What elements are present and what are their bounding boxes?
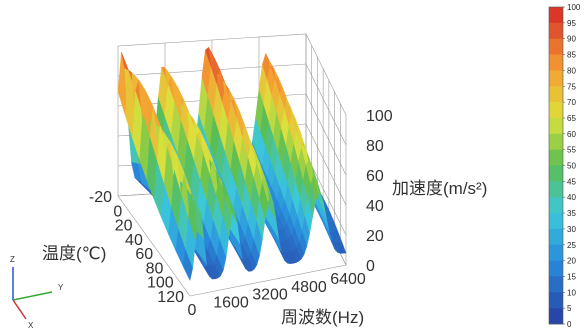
y-tick-label: 100 [147, 275, 174, 292]
y-tick-label: 120 [157, 289, 184, 306]
triad-y-axis [12, 291, 53, 301]
y-tick-label: 60 [135, 246, 153, 263]
x-axis-title: 周波数(Hz) [281, 308, 364, 327]
colorbar-tick-label: 55 [567, 146, 576, 155]
colorbar-tick-label: 50 [567, 162, 576, 171]
axis-triad: Z Y X [10, 255, 64, 330]
surface-patch [338, 241, 347, 254]
colorbar-segment [549, 228, 563, 246]
colorbar-tick-label: 85 [567, 51, 576, 60]
triad-x-label: X [28, 321, 34, 330]
colorbar-tick-label: 95 [567, 19, 576, 28]
colorbar-tick-label: 100 [567, 3, 581, 12]
colorbar-tick-label: 45 [567, 177, 576, 186]
colorbar-tick-label: 10 [567, 288, 576, 297]
colorbar-tick-label: 70 [567, 98, 576, 107]
y-tick-label: 40 [125, 232, 143, 249]
colorbar-tick-label: 30 [567, 225, 576, 234]
colorbar: 1009590858075706560555045403530252015105… [548, 3, 581, 329]
colorbar-tick-label: 15 [567, 272, 576, 281]
colorbar-tick-label: 35 [567, 209, 576, 218]
surface-plot [117, 46, 347, 282]
colorbar-tick-label: 5 [567, 304, 572, 313]
colorbar-tick-label: 90 [567, 35, 576, 44]
y-tick-label: -20 [89, 189, 112, 206]
x-tick-label: 1600 [213, 294, 249, 311]
colorbar-segment [549, 165, 563, 182]
colorbar-segment [549, 244, 563, 261]
x-tick-label: 0 [188, 302, 197, 319]
colorbar-tick-label: 0 [567, 320, 572, 329]
triad-z-label: Z [10, 255, 15, 264]
triad-x-axis [12, 299, 27, 320]
colorbar-segment [549, 54, 563, 71]
y-tick-label: 0 [113, 203, 122, 220]
z-tick-label: 40 [366, 198, 384, 215]
colorbar-tick-label: 75 [567, 82, 576, 91]
colorbar-tick-label: 65 [567, 114, 576, 123]
colorbar-tick-label: 25 [567, 241, 576, 250]
colorbar-segment [549, 86, 563, 103]
z-tick-label: 0 [366, 258, 375, 275]
y-tick-label: 20 [115, 218, 133, 235]
colorbar-tick-label: 20 [567, 257, 576, 266]
z-tick-label: 60 [366, 168, 384, 185]
colorbar-segment [549, 276, 563, 293]
x-tick-label: 3200 [252, 287, 288, 304]
colorbar-segment [549, 102, 563, 119]
colorbar-segment [549, 308, 563, 325]
colorbar-tick-label: 40 [567, 193, 576, 202]
colorbar-segment [549, 22, 563, 39]
colorbar-segment [549, 7, 563, 24]
colorbar-tick-label: 60 [567, 130, 576, 139]
colorbar-segment [549, 149, 563, 166]
colorbar-segment [549, 181, 563, 198]
colorbar-tick-label: 80 [567, 66, 576, 75]
y-tick-label: 80 [146, 260, 164, 277]
z-axis-title: 加速度(m/s²) [392, 179, 487, 198]
axis-ticks: 0 1600 3200 4800 6400-2002040608010012002040… [89, 108, 393, 319]
colorbar-segment [549, 197, 563, 214]
triad-y-label: Y [58, 283, 64, 292]
colorbar-segment [549, 133, 563, 150]
x-tick-label: 4800 [291, 279, 327, 296]
colorbar-segment [549, 70, 563, 87]
colorbar-segment [549, 260, 563, 277]
colorbar-segment [549, 38, 563, 55]
z-tick-label: 100 [366, 108, 393, 125]
x-tick-label: 6400 [330, 271, 366, 288]
colorbar-segment [549, 292, 563, 309]
colorbar-segment [549, 213, 563, 230]
z-tick-label: 80 [366, 138, 384, 155]
z-tick-label: 20 [366, 228, 384, 245]
colorbar-segment [549, 117, 563, 135]
y-axis-title: 温度(℃) [42, 244, 106, 263]
